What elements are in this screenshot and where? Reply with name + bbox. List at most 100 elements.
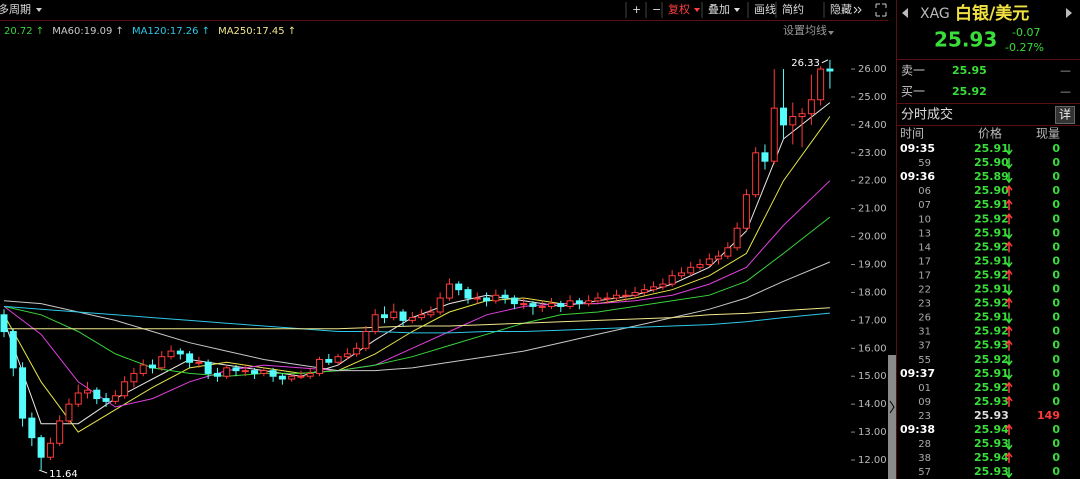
candle-body [650, 286, 658, 291]
down-arrow [1005, 144, 1013, 156]
trade-price: 25.92 [974, 381, 1009, 394]
candle-body [37, 437, 45, 458]
trade-time: 55 [918, 355, 931, 366]
toolbar-button[interactable]: 复权 [668, 2, 690, 16]
period-selector[interactable]: 多周期 [0, 2, 31, 16]
trade-price: 25.94 [974, 451, 1009, 464]
candle-body [659, 283, 667, 288]
trade-time: 37 [918, 341, 931, 352]
toolbar-button[interactable]: 画线 [754, 2, 776, 16]
trade-time: 09:35 [900, 142, 935, 155]
candle-body [65, 403, 73, 422]
trade-time: 22 [918, 285, 931, 296]
min-pointer [38, 469, 48, 474]
expand-icon[interactable] [853, 6, 862, 14]
candle-body [445, 283, 453, 299]
candle-body [9, 331, 17, 369]
candle-body [733, 227, 741, 249]
prev-arrow[interactable] [902, 8, 908, 18]
candle-body [807, 99, 815, 115]
down-arrow [1005, 256, 1013, 268]
candle-body [520, 303, 528, 306]
candle-body [195, 361, 203, 364]
trade-price: 25.93 [974, 437, 1009, 450]
ma-line [3, 216, 831, 377]
max-pointer [821, 59, 829, 64]
trade-time: 23 [918, 411, 931, 422]
candle-body [325, 358, 333, 363]
trade-time: 28 [918, 439, 931, 450]
trade-volume: 149 [1037, 409, 1060, 422]
toolbar-button[interactable]: 隐藏 [830, 3, 852, 16]
up-arrow [1005, 339, 1013, 351]
up-arrow [1005, 269, 1013, 281]
y-tick-label: 19.00 [858, 260, 887, 271]
candle-body [436, 297, 444, 313]
trade-volume: 0 [1052, 212, 1060, 225]
candle-body [223, 367, 231, 377]
candle-body [102, 398, 110, 402]
trade-time: 09:36 [900, 170, 935, 183]
candle-body [278, 375, 286, 380]
down-arrow [1005, 284, 1013, 296]
trades-title: 分时成交 [901, 107, 953, 123]
legend-entry: MA120:17.26 ↑ [132, 26, 210, 37]
trade-price: 25.91 [974, 198, 1009, 211]
candle-body [501, 294, 509, 299]
column-header: 现量 [1036, 127, 1060, 141]
trade-volume: 0 [1052, 198, 1060, 211]
dropdown-icon[interactable] [734, 8, 740, 12]
trade-time: 07 [918, 200, 931, 211]
book-volume: — [1060, 64, 1071, 77]
dropdown-icon[interactable] [828, 31, 834, 35]
scrollbar[interactable] [888, 355, 896, 479]
trade-price: 25.91 [974, 226, 1009, 239]
book-price: 25.95 [952, 64, 987, 77]
candle-body [148, 364, 156, 369]
candle-body [28, 417, 36, 439]
toolbar-button[interactable]: + [632, 3, 641, 16]
candle-body [288, 375, 296, 380]
candle-body [213, 372, 221, 377]
trade-volume: 0 [1052, 381, 1060, 394]
trade-price: 25.91 [974, 311, 1009, 324]
ma-line [3, 116, 831, 433]
next-arrow[interactable] [1066, 8, 1072, 18]
trade-volume: 0 [1052, 240, 1060, 253]
dropdown-icon[interactable] [694, 8, 700, 12]
trade-volume: 0 [1052, 325, 1060, 338]
trade-time: 09:37 [900, 367, 935, 380]
trade-price: 25.90 [974, 156, 1009, 169]
trade-volume: 0 [1052, 311, 1060, 324]
trade-price: 25.92 [974, 212, 1009, 225]
ma-settings[interactable]: 设置均线 [783, 23, 827, 37]
candle-body [529, 303, 537, 307]
max-label: 26.33 [791, 58, 820, 69]
legend-entry: 20.72 ↑ [4, 26, 44, 37]
candle-body [826, 68, 834, 72]
candle-body [408, 317, 416, 321]
candle-body [167, 350, 175, 358]
candle-body [56, 420, 64, 444]
candle-body [742, 194, 750, 229]
trade-volume: 0 [1052, 395, 1060, 408]
scroll-arrow[interactable] [889, 400, 895, 414]
down-arrow [1005, 354, 1013, 366]
candle-body [371, 314, 379, 333]
detail-button[interactable] [1055, 106, 1075, 124]
candle-body [631, 291, 639, 296]
candle-body [93, 389, 101, 400]
y-tick-label: 12.00 [858, 455, 887, 466]
toolbar-button[interactable]: 叠加 [708, 3, 730, 16]
dropdown-icon[interactable] [36, 8, 42, 12]
toolbar-button[interactable]: 简约 [782, 2, 804, 16]
candle-body [752, 152, 760, 196]
detail-button-label[interactable]: 详 [1059, 107, 1071, 122]
y-tick-label: 22.00 [858, 176, 887, 187]
y-tick-label: 18.00 [858, 287, 887, 298]
trade-volume: 0 [1052, 297, 1060, 310]
fullscreen-icon[interactable] [875, 3, 887, 17]
symbol-name: 白银/美元 [955, 3, 1029, 24]
toolbar-button[interactable]: − [652, 3, 661, 16]
